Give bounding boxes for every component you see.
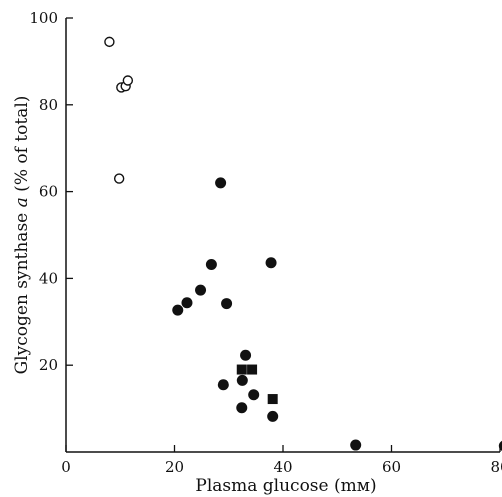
data-point-open-circle — [113, 173, 125, 184]
data-point-filled-circle — [215, 177, 227, 189]
data-point-filled-circle — [265, 257, 277, 269]
y-axis-label-italic: a — [12, 197, 32, 207]
x-tick-label: 80 — [490, 458, 502, 476]
y-axis-label: Glycogen synthase a (% of total) — [12, 96, 32, 375]
x-axis-label: Plasma glucose (mм) — [195, 476, 376, 496]
data-point-filled-circle — [236, 374, 248, 386]
x-tick-label: 0 — [61, 458, 71, 476]
data-point-filled-circle — [248, 389, 260, 401]
y-axis-label-suffix: (% of total) — [12, 96, 32, 198]
data-point-filled-circle — [221, 298, 233, 310]
x-tick-label: 40 — [273, 458, 292, 476]
x-tick-label: 20 — [165, 458, 184, 476]
data-point-filled-circle — [240, 349, 252, 361]
data-point-filled-circle — [181, 297, 193, 309]
y-tick-label: 80 — [39, 96, 58, 114]
data-point-filled-circle — [195, 284, 207, 296]
y-tick-label: 60 — [39, 183, 58, 201]
data-point-filled-circle — [236, 402, 248, 414]
data-point-filled-circle — [172, 304, 184, 316]
data-point-filled-circle — [267, 410, 279, 422]
data-point-open-circle — [122, 75, 134, 86]
y-tick-label: 20 — [39, 356, 58, 374]
y-axis-label-prefix: Glycogen synthase — [12, 207, 32, 374]
x-tick-label: 60 — [382, 458, 401, 476]
y-tick-label: 40 — [39, 269, 58, 287]
data-point-filled-square — [236, 364, 247, 375]
y-tick-label: 100 — [29, 9, 58, 27]
data-point-filled-circle — [350, 439, 362, 451]
data-point-filled-square — [267, 394, 278, 405]
data-points — [104, 36, 502, 451]
data-point-filled-square — [247, 364, 258, 375]
data-point-filled-circle — [217, 379, 229, 391]
ticks: 0 20 40 60 80 20 40 60 80 100 — [29, 9, 502, 476]
data-point-filled-circle — [205, 259, 217, 271]
data-point-open-circle — [104, 36, 115, 48]
